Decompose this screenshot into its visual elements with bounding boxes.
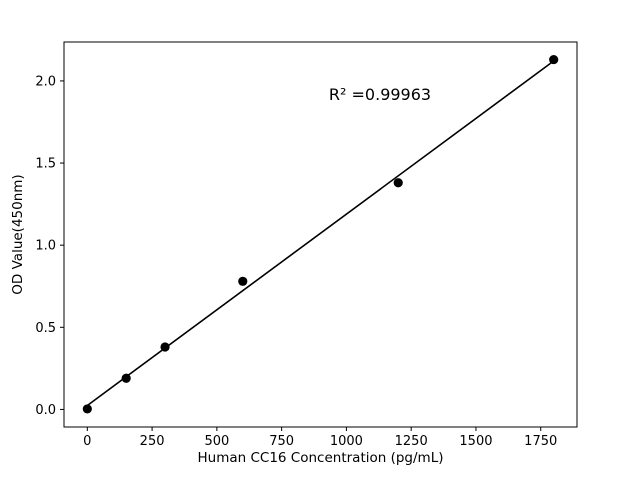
trend-line <box>86 60 555 407</box>
x-tick-label: 750 <box>269 434 294 449</box>
x-tick-label: 500 <box>204 434 229 449</box>
r-squared-annotation: R² =0.99963 <box>329 85 431 104</box>
data-point <box>393 178 403 188</box>
x-tick-label: 1500 <box>459 434 492 449</box>
x-tick-label: 250 <box>140 434 165 449</box>
data-point <box>82 404 92 414</box>
x-tick-label: 1250 <box>395 434 428 449</box>
y-axis-label: OD Value(450nm) <box>10 174 26 294</box>
x-axis-label: Human CC16 Concentration (pg/mL) <box>198 450 444 466</box>
x-tick-label: 0 <box>83 434 91 449</box>
data-point <box>549 54 559 65</box>
data-point <box>238 276 248 286</box>
data-point <box>160 342 170 352</box>
y-tick-label: 2.0 <box>35 74 56 89</box>
plot-border <box>63 41 578 428</box>
y-tick-label: 0.0 <box>35 403 56 418</box>
y-tick-label: 0.5 <box>35 321 56 336</box>
y-tick-label: 1.5 <box>35 157 56 172</box>
data-point <box>121 373 131 383</box>
y-tick-label: 1.0 <box>35 239 56 254</box>
x-tick-label: 1750 <box>524 434 557 449</box>
x-tick-label: 1000 <box>330 434 363 449</box>
